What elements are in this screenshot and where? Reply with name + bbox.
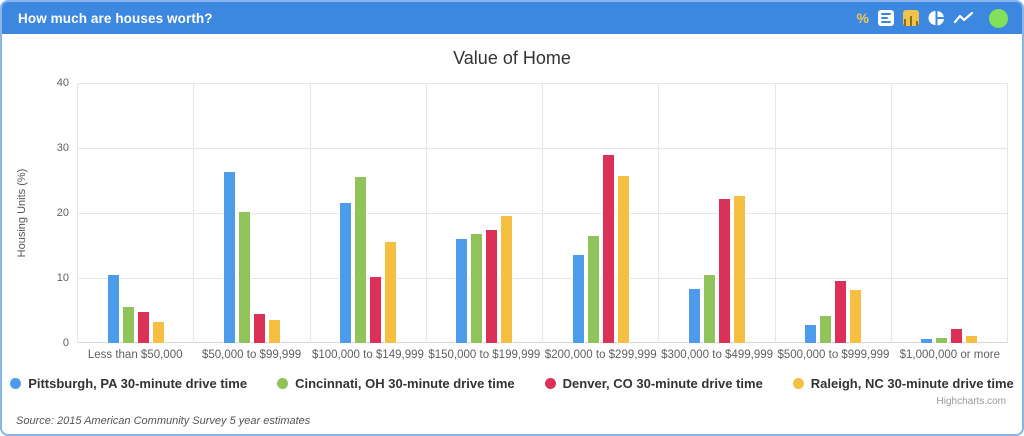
bar-raleigh[interactable] <box>384 241 398 343</box>
bar-denver[interactable] <box>252 313 266 343</box>
y-tick-label: 10 <box>56 272 69 284</box>
percent-toggle-icon[interactable]: % <box>856 10 869 26</box>
bar-raleigh[interactable] <box>732 195 746 343</box>
legend-label: Denver, CO 30-minute drive time <box>562 376 763 391</box>
bar-pittsburgh[interactable] <box>339 202 353 343</box>
y-gridline <box>78 278 1008 279</box>
bar-cincinnati[interactable] <box>237 211 251 343</box>
bar-pittsburgh[interactable] <box>687 288 701 343</box>
x-axis-labels: Less than $50,000 $50,000 to $99,999 $100,… <box>77 349 1008 361</box>
bar-pittsburgh[interactable] <box>222 171 236 343</box>
x-category-label: $150,000 to $199,999 <box>428 349 541 361</box>
bar-raleigh[interactable] <box>616 174 630 343</box>
bar-denver[interactable] <box>369 275 383 343</box>
bar-raleigh[interactable] <box>965 334 979 343</box>
pie-chart-icon[interactable] <box>928 10 945 27</box>
category-group <box>78 83 195 343</box>
bar-denver[interactable] <box>601 153 615 343</box>
highcharts-credit[interactable]: Highcharts.com <box>936 396 1006 407</box>
legend-label: Cincinnati, OH 30-minute drive time <box>295 376 515 391</box>
source-note: Source: 2015 American Community Survey 5… <box>16 415 311 427</box>
legend-label: Raleigh, NC 30-minute drive time <box>810 376 1014 391</box>
y-tick-label: 30 <box>56 142 69 154</box>
x-category-label: $200,000 to $299,999 <box>544 349 657 361</box>
bar-cincinnati[interactable] <box>586 235 600 343</box>
bar-raleigh[interactable] <box>151 320 165 343</box>
bar-pittsburgh[interactable] <box>571 254 585 343</box>
legend-item[interactable]: Pittsburgh, PA 30-minute drive time <box>10 376 247 391</box>
legend-item[interactable]: Cincinnati, OH 30-minute drive time <box>277 376 515 391</box>
bar-denver[interactable] <box>717 198 731 343</box>
bar-cincinnati[interactable] <box>470 232 484 343</box>
status-indicator-dot[interactable] <box>989 8 1008 28</box>
y-axis-title: Housing Units (%) <box>16 168 28 258</box>
widget-header: How much are houses worth? % <box>2 2 1022 34</box>
legend-marker-dot <box>792 378 804 389</box>
bar-raleigh[interactable] <box>267 318 281 343</box>
chart-title: Value of Home <box>453 48 571 68</box>
chart-body: Housing Units (%) 0 10 20 30 40 Less than $5… <box>2 77 1022 361</box>
bar-cincinnati[interactable] <box>354 175 368 343</box>
bar-denver[interactable] <box>136 311 150 343</box>
table-view-icon[interactable] <box>878 10 894 26</box>
bar-pittsburgh[interactable] <box>920 338 934 343</box>
bar-cincinnati[interactable] <box>935 336 949 343</box>
bar-denver[interactable] <box>485 228 499 343</box>
legend-marker-dot <box>544 378 556 389</box>
y-tick-label: 0 <box>62 337 69 349</box>
column-chart-icon[interactable] <box>903 10 919 26</box>
header-toolbar: % <box>856 8 1008 28</box>
legend-item[interactable]: Raleigh, NC 30-minute drive time <box>792 376 1014 391</box>
y-tick-label: 20 <box>56 207 69 219</box>
category-group <box>659 83 776 343</box>
bar-pittsburgh[interactable] <box>106 273 120 343</box>
bar-raleigh[interactable] <box>849 289 863 343</box>
widget-title: How much are houses worth? <box>18 10 213 26</box>
x-category-label: Less than $50,000 <box>87 349 183 361</box>
legend-marker-dot <box>10 378 22 389</box>
legend-item[interactable]: Denver, CO 30-minute drive time <box>544 376 763 391</box>
bar-cincinnati[interactable] <box>702 274 716 343</box>
y-gridline <box>78 148 1008 149</box>
line-chart-icon[interactable] <box>954 11 974 25</box>
category-group <box>892 83 1008 343</box>
category-group <box>543 83 660 343</box>
category-group <box>311 83 427 343</box>
x-category-label: $50,000 to $99,999 <box>202 349 302 361</box>
bar-denver[interactable] <box>834 280 848 343</box>
y-gridline <box>78 213 1008 214</box>
bar-cincinnati[interactable] <box>819 314 833 343</box>
category-group <box>194 83 311 343</box>
legend-marker-dot <box>277 378 289 389</box>
bar-groups <box>78 83 1008 343</box>
x-category-label: $1,000,000 or more <box>899 349 1000 361</box>
category-group <box>776 83 892 343</box>
bar-cincinnati[interactable] <box>121 306 135 343</box>
bar-pittsburgh[interactable] <box>804 323 818 343</box>
y-tick-label: 40 <box>56 77 69 89</box>
x-category-label: $500,000 to $999,999 <box>777 349 890 361</box>
bar-pittsburgh[interactable] <box>455 238 469 343</box>
legend-label: Pittsburgh, PA 30-minute drive time <box>28 376 248 391</box>
category-group <box>427 83 543 343</box>
bar-raleigh[interactable] <box>500 215 514 343</box>
x-category-label: $300,000 to $499,999 <box>661 349 774 361</box>
bar-denver[interactable] <box>950 327 964 343</box>
plot-area: Housing Units (%) 0 10 20 30 40 <box>16 77 1008 349</box>
x-category-label: $100,000 to $149,999 <box>311 349 424 361</box>
y-gridline <box>78 83 1008 84</box>
chart-legend: Pittsburgh, PA 30-minute drive time Cinci… <box>2 376 1022 391</box>
x-axis-line <box>78 342 1008 343</box>
